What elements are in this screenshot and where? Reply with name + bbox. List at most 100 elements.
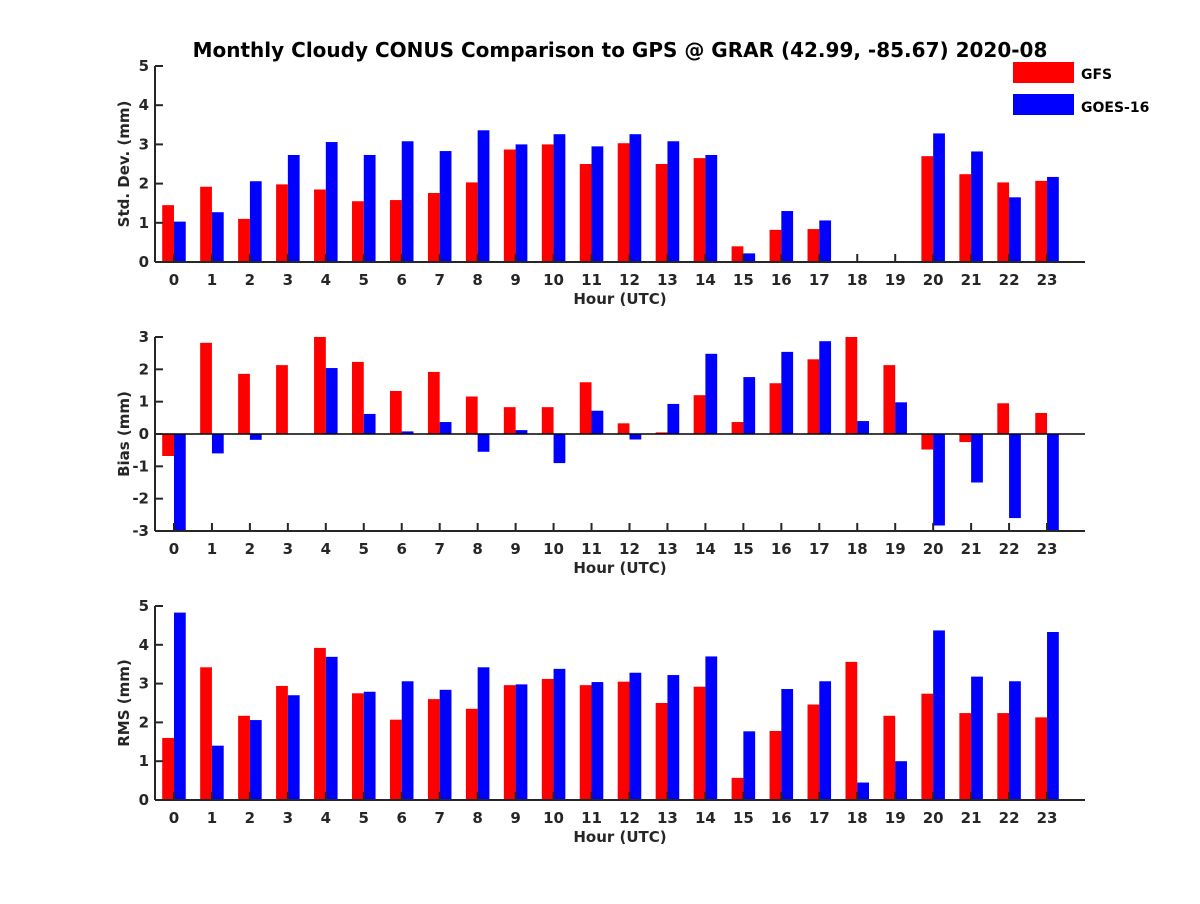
xtick-label-p0-12: 12 (619, 271, 640, 289)
xtick-label-p2-16: 16 (771, 809, 792, 827)
xtick-label-p2-21: 21 (961, 809, 982, 827)
xtick-label-p1-15: 15 (733, 540, 754, 558)
xtick-label-p2-5: 5 (359, 809, 369, 827)
bar-gfs-p1-h10 (541, 407, 554, 434)
ytick-label-p2-1: 1 (139, 752, 149, 770)
bar-goes16-p2-h22 (1009, 681, 1021, 800)
bar-gfs-p0-h23 (1035, 180, 1048, 262)
xtick-label-p0-6: 6 (397, 271, 407, 289)
xtick-label-p1-12: 12 (619, 540, 640, 558)
chart-title: Monthly Cloudy CONUS Comparison to GPS @… (193, 38, 1048, 62)
xtick-label-p1-16: 16 (771, 540, 792, 558)
bar-goes16-p1-h17 (819, 341, 832, 434)
ytick-label-p0-2: 2 (139, 175, 149, 193)
bar-goes16-p2-h8 (477, 667, 490, 800)
xtick-label-p1-22: 22 (999, 540, 1020, 558)
bar-gfs-p0-h10 (541, 144, 554, 262)
ytick-label-p1-4: 1 (139, 393, 149, 411)
bar-gfs-p1-h11 (579, 382, 592, 434)
bar-goes16-p2-h0 (173, 612, 186, 800)
xtick-label-p2-6: 6 (397, 809, 407, 827)
bar-goes16-p0-h20 (933, 133, 945, 262)
xtick-label-p2-12: 12 (619, 809, 640, 827)
legend-swatch-gfs (1013, 62, 1074, 83)
bar-gfs-p0-h22 (997, 182, 1010, 262)
bar-goes16-p1-h19 (895, 402, 907, 434)
xtick-label-p2-18: 18 (847, 809, 868, 827)
bar-goes16-p1-h2 (249, 434, 262, 440)
bar-goes16-p2-h13 (667, 675, 680, 800)
ytick-label-p1-0: -3 (132, 522, 149, 540)
bar-goes16-p2-h7 (439, 689, 452, 800)
bar-goes16-p2-h14 (705, 656, 718, 800)
bar-gfs-p1-h20 (921, 434, 934, 450)
xtick-label-p2-8: 8 (472, 809, 482, 827)
bar-goes16-p2-h9 (515, 684, 528, 800)
y-axis-label-p0: Std. Dev. (mm) (115, 101, 133, 228)
bar-gfs-p0-h0 (162, 205, 174, 262)
bar-gfs-p2-h16 (769, 730, 782, 800)
bar-gfs-p2-h19 (883, 715, 896, 800)
ytick-label-p2-3: 3 (139, 675, 149, 693)
bar-gfs-p1-h22 (997, 403, 1010, 434)
xtick-label-p2-22: 22 (999, 809, 1020, 827)
bar-gfs-p2-h17 (807, 704, 820, 800)
xtick-label-p1-0: 0 (169, 540, 179, 558)
bar-gfs-p2-h14 (693, 686, 706, 800)
xtick-label-p1-8: 8 (472, 540, 482, 558)
bar-goes16-p1-h15 (743, 377, 756, 434)
bar-goes16-p1-h20 (933, 434, 945, 526)
bar-gfs-p1-h18 (845, 337, 858, 434)
xtick-label-p0-14: 14 (695, 271, 716, 289)
bar-gfs-p2-h10 (541, 678, 554, 800)
xtick-label-p2-11: 11 (581, 809, 602, 827)
bar-gfs-p1-h0 (162, 434, 174, 456)
xtick-label-p0-22: 22 (999, 271, 1020, 289)
ytick-label-p1-6: 3 (139, 328, 149, 346)
bar-goes16-p0-h1 (211, 212, 224, 262)
bar-goes16-p0-h15 (743, 253, 756, 262)
bar-gfs-p1-h17 (807, 359, 820, 434)
bar-goes16-p0-h11 (591, 146, 604, 262)
bar-gfs-p0-h14 (693, 158, 706, 262)
xtick-label-p1-13: 13 (657, 540, 678, 558)
bar-goes16-p1-h10 (553, 434, 566, 464)
xtick-label-p1-6: 6 (397, 540, 407, 558)
bar-goes16-p1-h12 (629, 434, 642, 440)
bar-gfs-p0-h6 (389, 200, 402, 262)
xtick-label-p0-7: 7 (434, 271, 444, 289)
bar-gfs-p0-h8 (465, 182, 478, 262)
legend: GFS GOES-16 (1013, 62, 1149, 116)
bar-goes16-p1-h8 (477, 434, 490, 452)
xtick-label-p1-4: 4 (321, 540, 331, 558)
xtick-label-p1-5: 5 (359, 540, 369, 558)
y-axis-label-p2: RMS (mm) (115, 659, 133, 746)
xtick-label-p0-5: 5 (359, 271, 369, 289)
bar-goes16-p2-h4 (325, 656, 338, 800)
bar-goes16-p0-h3 (287, 154, 300, 262)
xtick-label-p1-19: 19 (885, 540, 906, 558)
ytick-label-p2-2: 2 (139, 713, 149, 731)
bar-gfs-p2-h22 (997, 713, 1010, 800)
ytick-label-p2-4: 4 (139, 636, 149, 654)
bar-goes16-p1-h18 (857, 421, 870, 434)
bar-goes16-p1-h1 (211, 434, 224, 454)
xtick-label-p1-10: 10 (543, 540, 564, 558)
xtick-label-p0-10: 10 (543, 271, 564, 289)
bar-goes16-p0-h9 (515, 144, 528, 262)
bar-gfs-p2-h8 (465, 708, 478, 800)
bar-gfs-p2-h7 (427, 699, 440, 800)
bar-gfs-p0-h11 (579, 164, 592, 262)
bar-gfs-p0-h20 (921, 156, 934, 262)
bar-gfs-p2-h15 (731, 777, 744, 800)
bar-goes16-p2-h1 (211, 745, 224, 800)
bar-goes16-p0-h5 (363, 154, 376, 262)
xtick-label-p0-9: 9 (510, 271, 520, 289)
bar-gfs-p2-h9 (503, 685, 516, 800)
bar-gfs-p1-h2 (238, 373, 250, 434)
bar-goes16-p2-h5 (363, 691, 376, 800)
ytick-label-p1-2: -1 (132, 457, 149, 475)
bar-gfs-p2-h23 (1035, 717, 1048, 800)
